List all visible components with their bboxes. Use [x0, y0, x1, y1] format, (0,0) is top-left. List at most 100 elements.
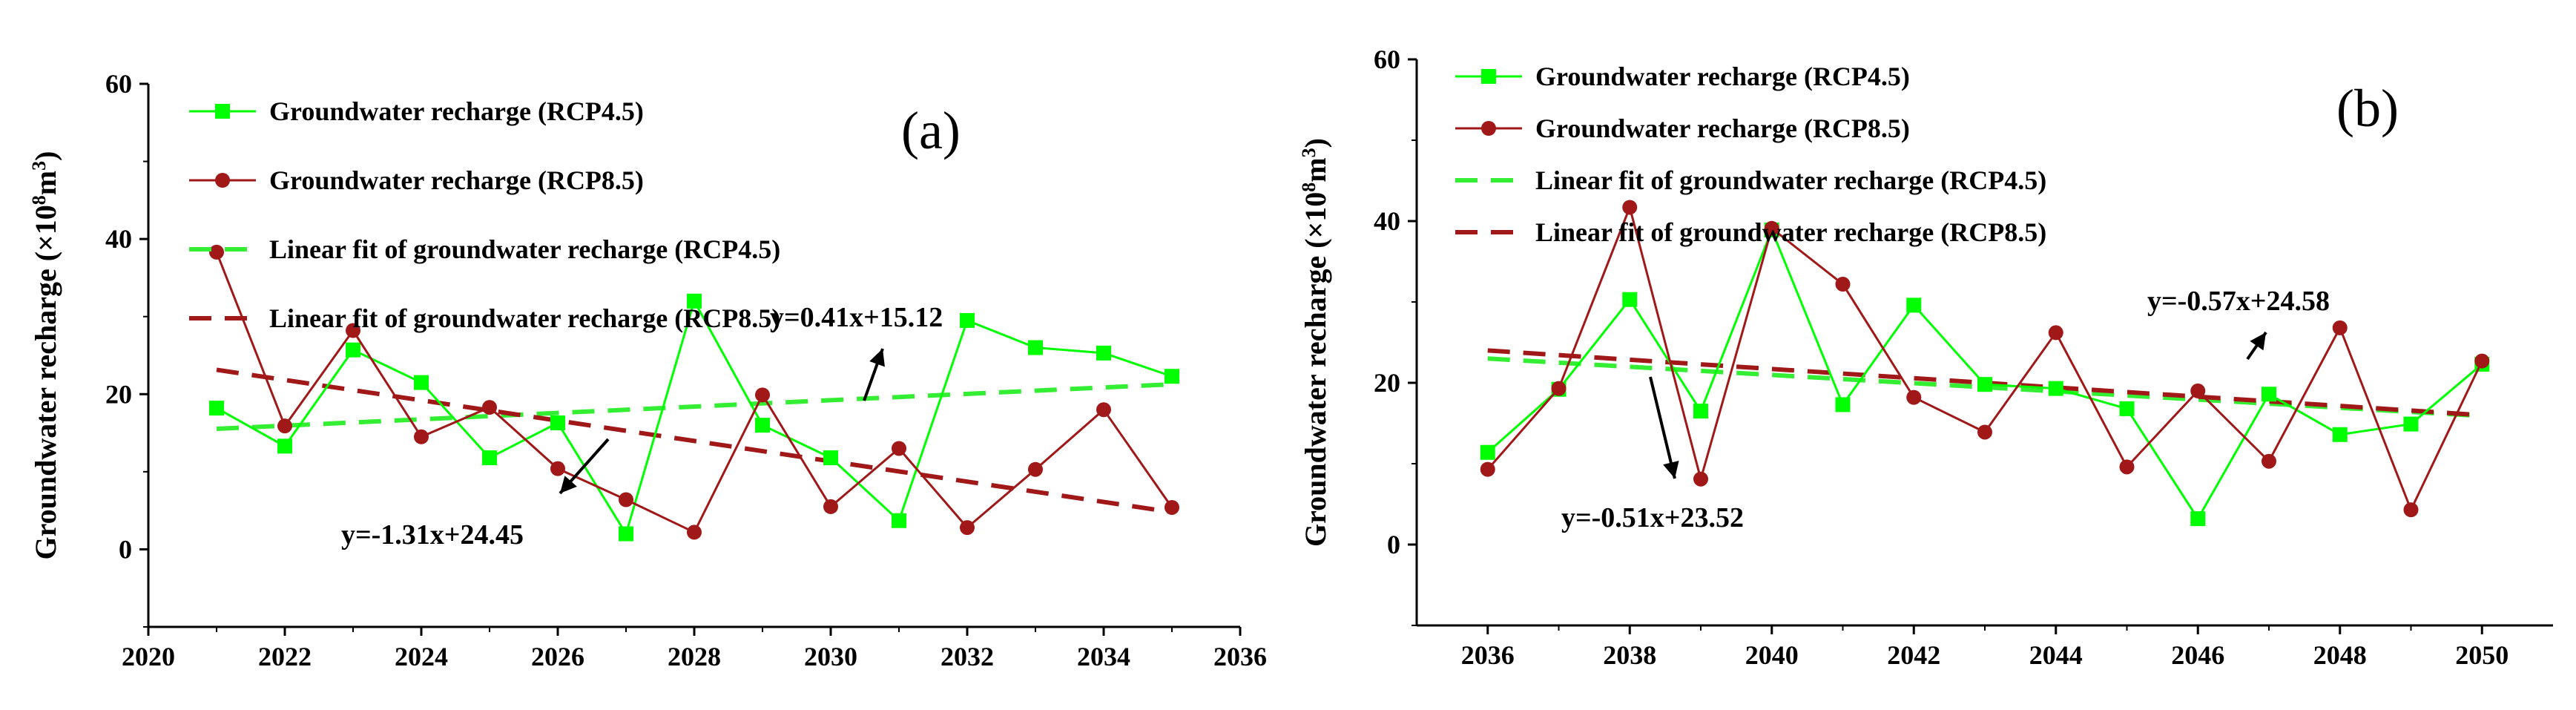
data-point-square	[414, 375, 429, 390]
data-point-circle	[755, 387, 770, 403]
data-point-circle	[823, 499, 838, 514]
data-point-square	[2332, 427, 2348, 442]
y-axis-label-main: Groundwater recharge (×10	[1299, 192, 1332, 547]
x-tick-label: 2028	[668, 642, 721, 671]
data-point-circle	[209, 244, 224, 260]
y-tick-label: 40	[105, 224, 132, 254]
data-point-square	[1906, 298, 1922, 313]
data-point-circle	[414, 429, 429, 444]
x-tick-label: 2036	[1461, 640, 1515, 670]
y-axis-label-close: )	[1299, 138, 1332, 148]
data-point-square	[619, 526, 633, 542]
data-point-circle	[346, 323, 360, 338]
x-tick-label: 2044	[2029, 640, 2083, 670]
annotation-arrow-shaft	[1649, 376, 1676, 479]
data-point-circle	[619, 492, 633, 507]
legend-label: Linear fit of groundwater recharge (RCP4…	[1535, 165, 2046, 195]
y-tick-label: 0	[1387, 530, 1400, 559]
y-tick-label: 60	[1374, 45, 1400, 74]
data-point-circle	[1835, 277, 1851, 292]
chart-panel-a: 0 20 40 60 2020 2022 2024 2026 2028 2030 2032 2034 2…	[28, 69, 1267, 671]
annotation-arrow-head	[2250, 332, 2266, 351]
legend-label: Linear fit of groundwater recharge (RCP8…	[269, 303, 780, 333]
x-tick-label: 2030	[804, 642, 857, 671]
y-axis-label-main: Groundwater recharge (×10	[29, 205, 62, 559]
legend-label: Groundwater recharge (RCP8.5)	[269, 165, 644, 195]
data-point-square	[687, 293, 702, 309]
data-point-square	[1096, 345, 1111, 361]
y-axis-label-exponent: 8	[28, 195, 50, 205]
y-axis-label-unit-exponent: 3	[1298, 148, 1320, 157]
data-point-square	[2403, 416, 2419, 432]
data-point-circle	[1906, 389, 1922, 405]
x-tick-label: 2022	[258, 642, 312, 671]
series-line-0	[216, 298, 1173, 537]
legend-swatch-circle	[215, 173, 230, 188]
y-tick-label: 20	[105, 379, 132, 409]
x-tick-label: 2042	[1887, 640, 1940, 670]
x-tick-label: 2032	[941, 642, 994, 671]
fit-line-0	[216, 382, 1173, 432]
x-tick-label: 2024	[395, 642, 448, 671]
annotation-arrow-head	[1663, 461, 1679, 479]
data-point-circle	[482, 400, 497, 415]
data-point-circle	[2332, 320, 2348, 335]
legend-swatch-square	[1481, 69, 1496, 84]
data-point-circle	[2119, 459, 2135, 475]
fit-line-1	[216, 367, 1173, 515]
y-tick-label: 40	[1374, 206, 1400, 236]
data-point-circle	[2190, 383, 2206, 398]
x-tick-label: 2046	[2171, 640, 2224, 670]
data-point-square	[2262, 387, 2276, 402]
y-axis-label: Groundwater recharge (×108m3)	[1298, 138, 1332, 547]
data-point-square	[2119, 401, 2135, 416]
panel-label: (b)	[2336, 79, 2399, 138]
data-point-circle	[1693, 471, 1708, 487]
data-point-square	[482, 450, 497, 466]
y-axis-label-unit-exponent: 3	[28, 161, 50, 171]
data-point-circle	[687, 525, 702, 540]
legend-swatch-square	[215, 104, 230, 119]
x-tick-label: 2050	[2455, 640, 2509, 670]
x-tick-label: 2048	[2313, 640, 2367, 670]
data-point-square	[2048, 381, 2063, 396]
data-point-circle	[1096, 402, 1111, 418]
data-point-square	[209, 401, 224, 416]
data-point-circle	[892, 441, 906, 456]
data-point-square	[1165, 369, 1179, 384]
data-point-square	[2190, 511, 2206, 527]
legend-label: Groundwater recharge (RCP4.5)	[1535, 62, 1910, 91]
data-point-square	[1622, 292, 1638, 307]
data-point-circle	[1028, 461, 1043, 477]
data-point-square	[1480, 444, 1495, 460]
data-point-circle	[1551, 381, 1567, 396]
annotation-arrow-head	[560, 476, 577, 493]
x-tick-label: 2034	[1077, 642, 1130, 671]
data-point-circle	[277, 418, 292, 434]
y-axis-label: Groundwater recharge (×108m3)	[28, 151, 62, 560]
data-point-square	[1835, 397, 1851, 412]
data-point-circle	[2048, 325, 2063, 341]
y-tick-label: 0	[119, 534, 132, 564]
data-point-circle	[2474, 353, 2490, 369]
data-point-square	[277, 438, 292, 454]
legend-label: Linear fit of groundwater recharge (RCP4…	[269, 234, 780, 264]
data-point-square	[550, 415, 565, 430]
data-point-circle	[550, 461, 565, 476]
data-point-square	[1977, 377, 1992, 392]
y-axis-label-exponent: 8	[1298, 183, 1320, 192]
x-tick-label: 2026	[531, 642, 584, 671]
y-tick-label: 60	[105, 69, 132, 99]
data-point-circle	[1622, 200, 1638, 215]
equation-annotation: y=-0.57x+24.58	[2147, 286, 2330, 317]
data-point-circle	[1165, 499, 1179, 515]
data-point-square	[346, 342, 360, 358]
y-tick-label: 20	[1374, 368, 1400, 398]
data-point-square	[960, 312, 975, 328]
x-tick-label: 2020	[122, 642, 175, 671]
data-point-square	[892, 513, 906, 528]
data-point-square	[755, 418, 770, 433]
data-point-square	[1028, 340, 1043, 355]
